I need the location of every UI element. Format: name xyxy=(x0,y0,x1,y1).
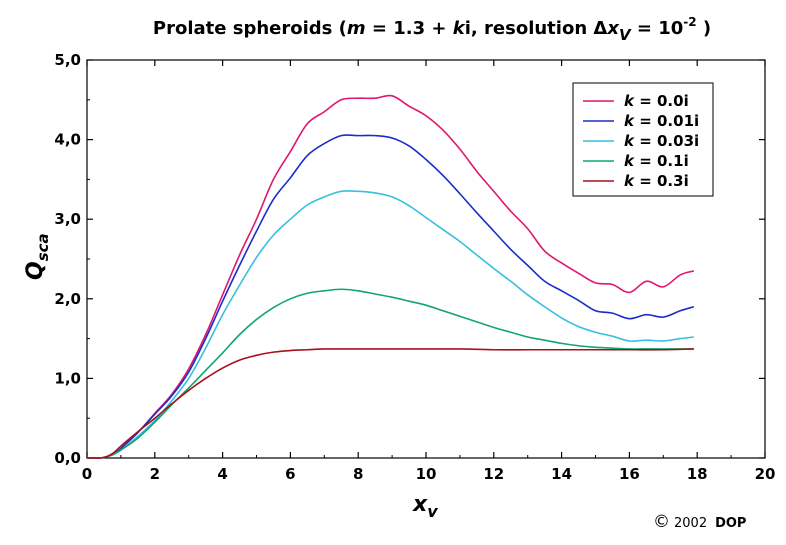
x-tick-label: 8 xyxy=(353,465,363,483)
x-tick-label: 2 xyxy=(150,465,160,483)
series-line-4 xyxy=(86,348,694,459)
legend-k-value: = 0.1i xyxy=(634,152,689,170)
legend-k-var: k xyxy=(624,172,635,190)
legend-k-value: = 0.3i xyxy=(634,172,689,190)
title-suffix: ) xyxy=(697,18,712,39)
legend-label-3: k = 0.1i xyxy=(624,152,689,170)
y-axis-title-main: Q xyxy=(23,261,48,280)
y-tick-label: 0,0 xyxy=(54,449,81,467)
legend-label-0: k = 0.0i xyxy=(624,92,689,110)
title-eq-ten: = 10 xyxy=(631,18,684,39)
legend-label-2: k = 0.03i xyxy=(624,132,699,150)
legend-k-var: k xyxy=(624,92,635,110)
series-line-2 xyxy=(86,190,694,459)
x-tick-label: 6 xyxy=(285,465,295,483)
legend-k-value: = 0.0i xyxy=(634,92,689,110)
copyright-symbol: © xyxy=(653,512,670,532)
x-tick-label: 16 xyxy=(619,465,640,483)
y-axis-title-sub: sca xyxy=(34,233,52,261)
x-tick-label: 4 xyxy=(217,465,227,483)
y-tick-label: 1,0 xyxy=(54,369,81,387)
title-k-unit: i, resolution xyxy=(465,18,594,39)
copyright-author: DOP xyxy=(715,516,746,531)
legend-label-1: k = 0.01i xyxy=(624,112,699,130)
x-tick-label: 10 xyxy=(416,465,437,483)
legend-k-var: k xyxy=(624,112,635,130)
x-tick-label: 18 xyxy=(687,465,708,483)
title-exponent: -2 xyxy=(683,15,696,29)
title-m: m xyxy=(347,18,366,39)
legend-k-value: = 0.01i xyxy=(634,112,699,130)
title-prefix: Prolate spheroids ( xyxy=(153,18,347,39)
legend-label-4: k = 0.3i xyxy=(624,172,689,190)
title-m-eq: = 1.3 + xyxy=(366,18,453,39)
copyright-year: 2002 xyxy=(674,516,707,531)
title-k: k xyxy=(453,18,466,39)
title-x: x xyxy=(606,18,620,39)
y-tick-label: 4,0 xyxy=(54,131,81,149)
y-tick-label: 5,0 xyxy=(54,51,81,69)
x-tick-label: 20 xyxy=(755,465,776,483)
x-axis-title: xv xyxy=(412,492,438,521)
x-tick-label: 14 xyxy=(551,465,572,483)
legend-box xyxy=(572,82,714,197)
legend-k-var: k xyxy=(624,132,635,150)
x-tick-label: 0 xyxy=(82,465,92,483)
title-delta: Δ xyxy=(593,18,607,39)
series-line-3 xyxy=(86,288,694,459)
x-tick-label: 12 xyxy=(483,465,504,483)
series-line-1 xyxy=(86,134,695,459)
tick-labels: 0 2 4 6 8 10 12 14 16 18 20 0,0 1,0 2,0 3,0 4,0 5,0 xyxy=(54,51,775,483)
x-axis-title-main: x xyxy=(412,492,428,517)
legend-k-value: = 0.03i xyxy=(634,132,699,150)
y-tick-label: 3,0 xyxy=(54,210,81,228)
y-axis-title: Qsca xyxy=(23,233,52,280)
chart-title: Prolate spheroids (m = 1.3 + ki, resolut… xyxy=(153,15,711,44)
x-axis-title-sub: v xyxy=(427,502,438,521)
series-lines xyxy=(86,94,695,459)
copyright: © 2002 DOP xyxy=(653,512,746,532)
y-tick-label: 2,0 xyxy=(54,290,81,308)
legend-k-var: k xyxy=(624,152,635,170)
title-x-sub: V xyxy=(619,26,632,44)
